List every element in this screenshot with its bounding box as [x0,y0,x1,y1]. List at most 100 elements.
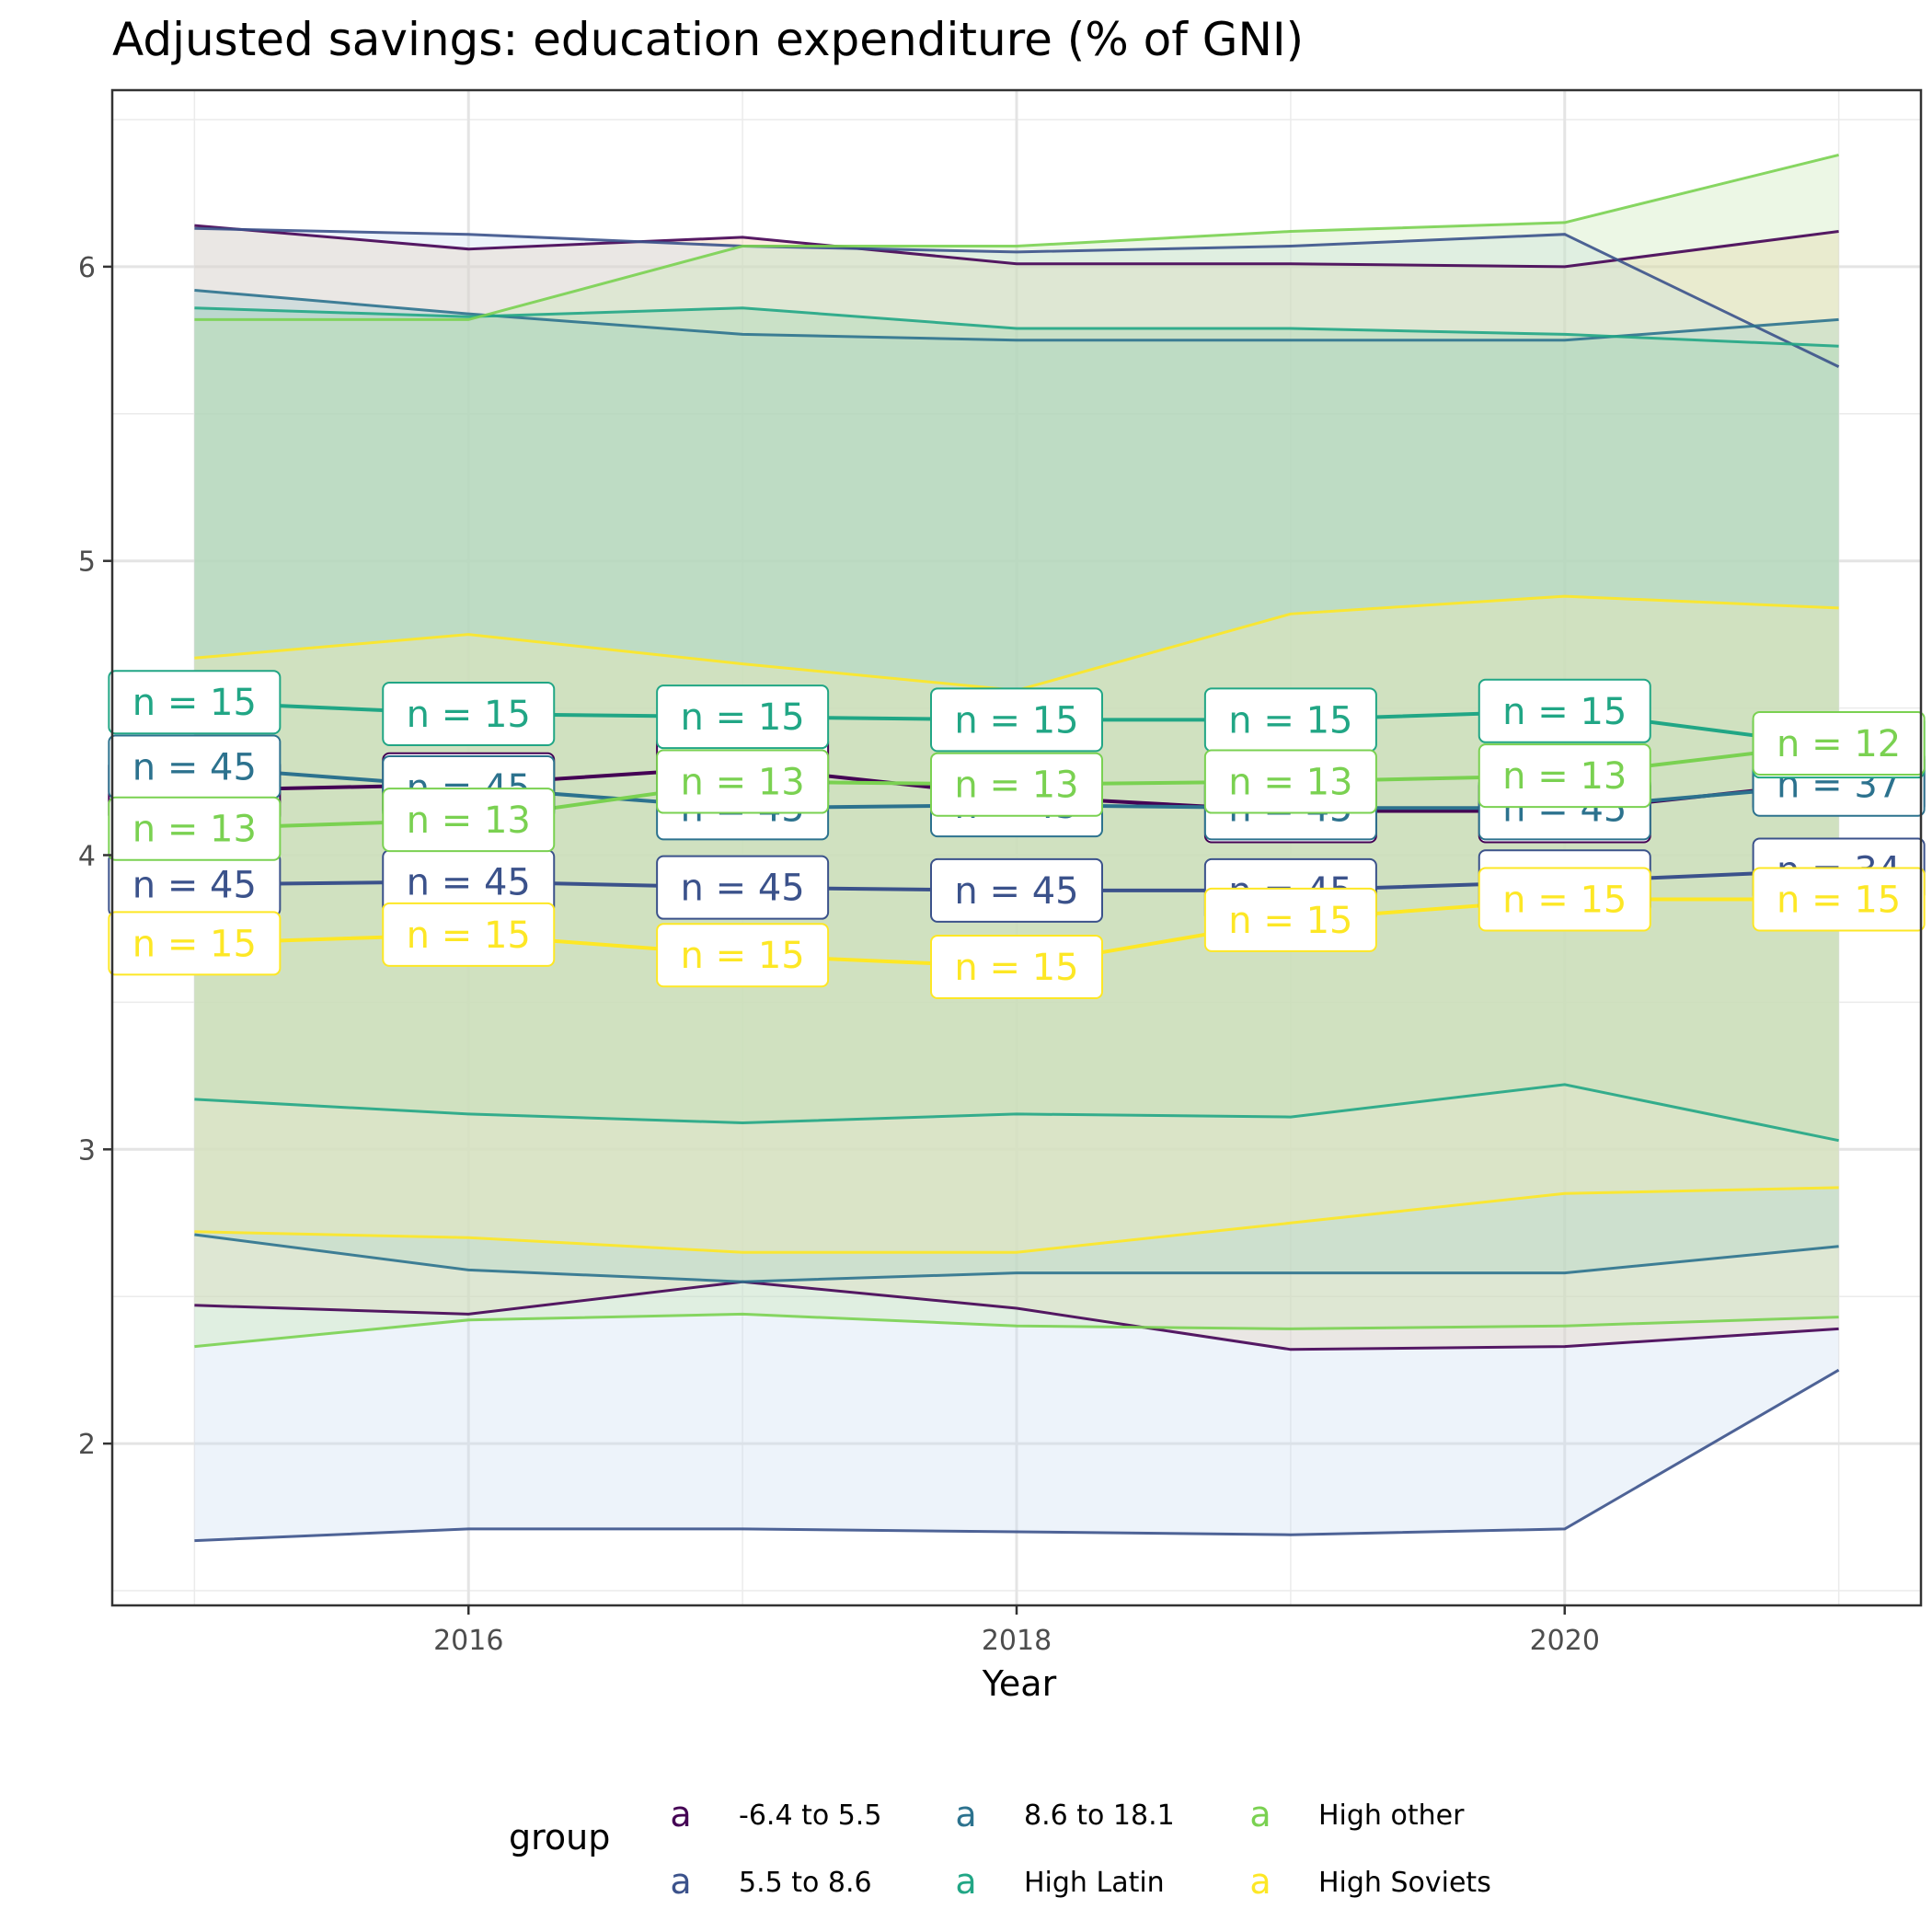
line-upper-high-latin [194,306,1839,348]
n-label-high-latin: n = 15 [108,670,282,735]
n-label-high-latin: n = 15 [930,687,1103,753]
legend: group a -6.4 to 5.5 a 5.5 to 8.6 a 8.6 to 18.… [509,1794,1491,1902]
n-label-text: n = 15 [1228,699,1352,742]
legend-label: High Soviets [1318,1867,1491,1899]
legend-label: 5.5 to 8.6 [739,1867,872,1899]
n-label-box [108,670,282,735]
n-label-high-soviets: n = 15 [1203,887,1377,952]
chart-title: Adjusted savings: education expenditure … [112,13,1304,66]
n-label-high-soviets: n = 15 [1752,867,1926,932]
n-labels: n = 45 n = 45 n = 45 n = 45n = 45n = 45n = … [108,670,1926,1000]
y-tick-label: 6 [78,252,96,284]
n-label-text: n = 15 [681,935,805,977]
n-label-5-5-to-8-6: n = 45 [656,855,830,920]
n-label-text: n = 15 [1777,879,1901,921]
legend-item: a 5.5 to 8.6 [670,1861,871,1902]
n-label-8-6-to-18-1: n = 45 [108,734,282,799]
x-tick-label: 2020 [1530,1625,1600,1657]
n-label-text: n = 15 [954,699,1078,742]
n-label-text: n = 13 [1228,762,1352,804]
n-label-text: n = 15 [681,696,805,739]
legend-label: High other [1318,1800,1465,1832]
n-label-5-5-to-8-6: n = 45 [108,852,282,917]
legend-label: 8.6 to 18.1 [1024,1800,1175,1832]
line-lower-6-4-to-5-5 [194,1280,1839,1351]
legend-label: High Latin [1024,1867,1165,1899]
n-label-high-latin: n = 15 [1203,687,1377,753]
n-label-text: n = 13 [132,809,257,851]
n-label-text: n = 45 [681,868,805,910]
n-label-text: n = 15 [1502,691,1627,733]
n-label-text: n = 45 [407,861,531,903]
n-label-high-latin: n = 15 [382,681,556,746]
legend-item: a High other [1249,1794,1465,1834]
legend-label: -6.4 to 5.5 [739,1800,881,1832]
n-label-high-other: n = 13 [1203,749,1377,814]
n-label-text: n = 45 [954,870,1078,913]
band-high-soviets [194,596,1839,1253]
n-label-box [108,796,282,861]
n-label-high-other: n = 13 [930,752,1103,817]
n-label-high-soviets: n = 15 [382,902,556,967]
n-label-text: n = 15 [407,914,531,957]
y-tick-label: 4 [78,840,96,872]
n-label-box [382,788,556,853]
y-tick-label: 5 [78,546,96,579]
line-upper-5-5-to-8-6 [194,226,1840,368]
n-label-box [1752,710,1926,776]
n-label-box [930,935,1103,1000]
x-tick-label: 2018 [982,1625,1052,1657]
line-lower-5-5-to-8-6 [194,1368,1840,1543]
x-axis-ticks: 2016 2018 2020 [433,1605,1600,1657]
line-upper-8-6-to-18-1 [194,289,1839,342]
n-label-box [1478,867,1651,932]
x-tick-label: 2016 [433,1625,503,1657]
legend-item: a High Soviets [1249,1861,1490,1902]
legend-key-glyph: a [955,1861,976,1902]
legend-items: a -6.4 to 5.5 a 5.5 to 8.6 a 8.6 to 18.1 a High… [670,1794,1490,1902]
line-lower-high-soviets [194,1186,1839,1254]
n-label-high-latin: n = 15 [1478,678,1651,743]
n-label-text: n = 15 [132,923,257,965]
n-label-box [930,687,1103,753]
legend-title: group [509,1817,610,1857]
y-tick-label: 2 [78,1429,96,1461]
n-label-high-other: n = 13 [656,749,830,814]
n-label-box [382,681,556,746]
n-label-5-5-to-8-6: n = 45 [382,849,556,914]
n-label-box [1752,867,1926,932]
n-label-text: n = 15 [1228,900,1352,942]
n-label-box [1203,887,1377,952]
legend-key-glyph: a [955,1794,976,1834]
n-label-high-other: n = 13 [1478,743,1651,809]
line-lower-8-6-to-18-1 [194,1233,1839,1283]
legend-key-glyph: a [670,1794,691,1834]
n-label-high-latin: n = 15 [656,684,830,750]
n-label-box [656,684,830,750]
legend-key-glyph: a [670,1861,691,1902]
legend-item: a -6.4 to 5.5 [670,1794,881,1834]
n-label-text: n = 15 [1502,879,1627,921]
n-label-text: n = 45 [132,864,257,906]
n-label-high-other: n = 13 [108,796,282,861]
n-label-text: n = 12 [1777,723,1901,765]
n-label-text: n = 15 [407,694,531,736]
n-label-high-other: n = 13 [382,788,556,853]
n-label-high-soviets: n = 15 [930,935,1103,1000]
n-label-box [382,902,556,967]
n-label-high-other: n = 12 [1752,710,1926,776]
n-label-text: n = 13 [681,762,805,804]
n-label-box [930,857,1103,923]
line-upper-high-other [194,153,1839,321]
n-label-text: n = 15 [954,947,1078,989]
n-label-box [108,911,282,976]
n-label-box [1478,678,1651,743]
n-label-box [656,749,830,814]
n-label-box [656,855,830,920]
legend-item: a 8.6 to 18.1 [955,1794,1174,1834]
n-label-box [1203,749,1377,814]
n-label-high-soviets: n = 15 [108,911,282,976]
n-label-box [1478,743,1651,809]
x-axis-title: Year [982,1663,1057,1704]
